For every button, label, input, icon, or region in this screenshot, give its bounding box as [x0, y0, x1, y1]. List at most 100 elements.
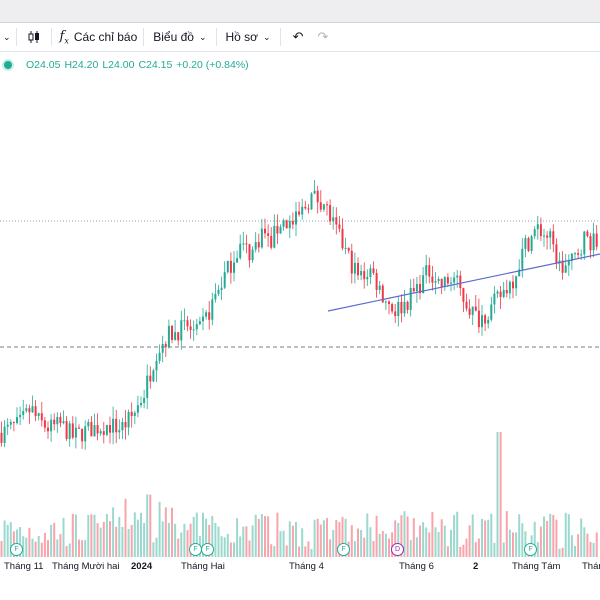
candle-body: [78, 427, 80, 429]
candle-body: [397, 301, 400, 316]
candle-body: [146, 375, 149, 398]
volume-bar: [136, 519, 139, 557]
volume-bar: [329, 539, 332, 557]
candle-body: [580, 254, 583, 256]
candle-body: [87, 422, 90, 427]
candle-body: [295, 211, 297, 225]
time-axis-label: Tháng Mười hai: [52, 561, 120, 572]
candle-body: [546, 235, 549, 238]
candle-body: [443, 277, 446, 288]
function-icon: fx: [59, 28, 69, 46]
chart-type-button[interactable]: [17, 23, 51, 51]
volume-bar: [366, 513, 369, 557]
candle-body: [347, 247, 350, 251]
candle-body: [205, 312, 208, 317]
volume-bar: [564, 512, 567, 557]
event-marker-f[interactable]: F: [524, 543, 537, 556]
volume-bar: [409, 539, 412, 557]
chart-menu-label: Biểu đồ: [153, 30, 194, 44]
status-dot-icon: [4, 61, 12, 69]
volume-bar: [295, 521, 297, 557]
candle-body: [564, 265, 567, 273]
undo-icon: ↶: [292, 29, 304, 44]
event-marker-f[interactable]: F: [10, 543, 23, 556]
volume-bar: [471, 514, 474, 557]
time-axis-label: 2024: [131, 561, 153, 572]
candle-body: [329, 205, 332, 222]
volume-bar: [484, 520, 487, 557]
candle-body: [499, 291, 502, 297]
candle-body: [474, 306, 477, 311]
volume-bar: [124, 498, 127, 557]
volume-bar: [84, 539, 87, 557]
volume-bar: [539, 526, 542, 557]
volume-bar: [34, 541, 37, 557]
volume-bar: [130, 525, 133, 557]
candle-body: [25, 408, 28, 411]
volume-bar: [465, 538, 468, 557]
candle-body: [583, 231, 586, 255]
volume-bar: [264, 516, 266, 557]
trendline[interactable]: [327, 253, 600, 312]
volume-bar: [462, 544, 465, 557]
redo-button[interactable]: ↷: [312, 23, 335, 51]
volume-bar: [56, 539, 59, 557]
event-marker-d[interactable]: D: [391, 543, 404, 556]
candle-body: [574, 253, 576, 255]
volume-bar: [161, 521, 164, 557]
toolbar-separator: [215, 28, 217, 46]
toolbar-separator: [143, 28, 145, 46]
volume-bar: [431, 511, 434, 557]
candle-body: [233, 262, 235, 273]
toolbar-overflow-chevron[interactable]: ⌄: [0, 23, 16, 51]
candle-body: [518, 269, 521, 277]
legend-high: H24.20: [64, 59, 99, 71]
volume-bar: [310, 548, 313, 557]
volume-bar: [195, 512, 198, 557]
volume-bar: [326, 518, 328, 557]
candle-body: [109, 425, 111, 433]
candle-body: [264, 228, 266, 234]
undo-button[interactable]: ↶: [281, 23, 312, 51]
candle-body: [43, 420, 46, 428]
volume-bar: [93, 514, 96, 557]
chevron-down-icon: ⌄: [263, 31, 271, 42]
candle-body: [388, 301, 390, 305]
volume-bar: [459, 546, 462, 557]
candle-body: [505, 290, 508, 294]
chart-menu-button[interactable]: Biểu đồ ⌄: [144, 23, 215, 51]
indicators-button[interactable]: fx Các chỉ báo: [52, 23, 144, 51]
candle-body: [409, 288, 412, 310]
profile-menu-button[interactable]: Hồ sơ ⌄: [217, 23, 280, 51]
volume-bar: [217, 526, 220, 557]
candle-body: [446, 277, 449, 284]
candle-body: [140, 402, 142, 406]
candle-body: [422, 275, 425, 294]
volume-bar: [50, 524, 53, 557]
candle-body: [118, 430, 121, 433]
candle-body: [130, 411, 133, 417]
volume-bar: [71, 513, 74, 557]
time-axis: Tháng 11 Tháng Mười hai 2024 Tháng Hai T…: [0, 561, 600, 577]
volume-bar: [6, 524, 9, 557]
event-marker-f[interactable]: F: [201, 543, 214, 556]
volume-bar: [208, 524, 211, 557]
event-marker-f[interactable]: F: [337, 543, 350, 556]
volume-bar: [226, 533, 229, 557]
volume-bar: [521, 523, 524, 557]
candle-body: [496, 291, 499, 294]
volume-bar: [105, 514, 108, 557]
volume-bar: [580, 518, 583, 557]
candle-body: [9, 422, 12, 425]
volume-bar: [99, 527, 102, 557]
candle-body: [301, 206, 304, 215]
volume-bar: [493, 542, 496, 557]
volume-bar: [316, 518, 319, 557]
volume-bar: [490, 513, 493, 557]
volume-bar: [183, 523, 186, 557]
candle-body: [102, 431, 105, 435]
volume-bar: [561, 547, 564, 557]
candle-body: [28, 408, 31, 413]
candle-body: [490, 304, 493, 320]
